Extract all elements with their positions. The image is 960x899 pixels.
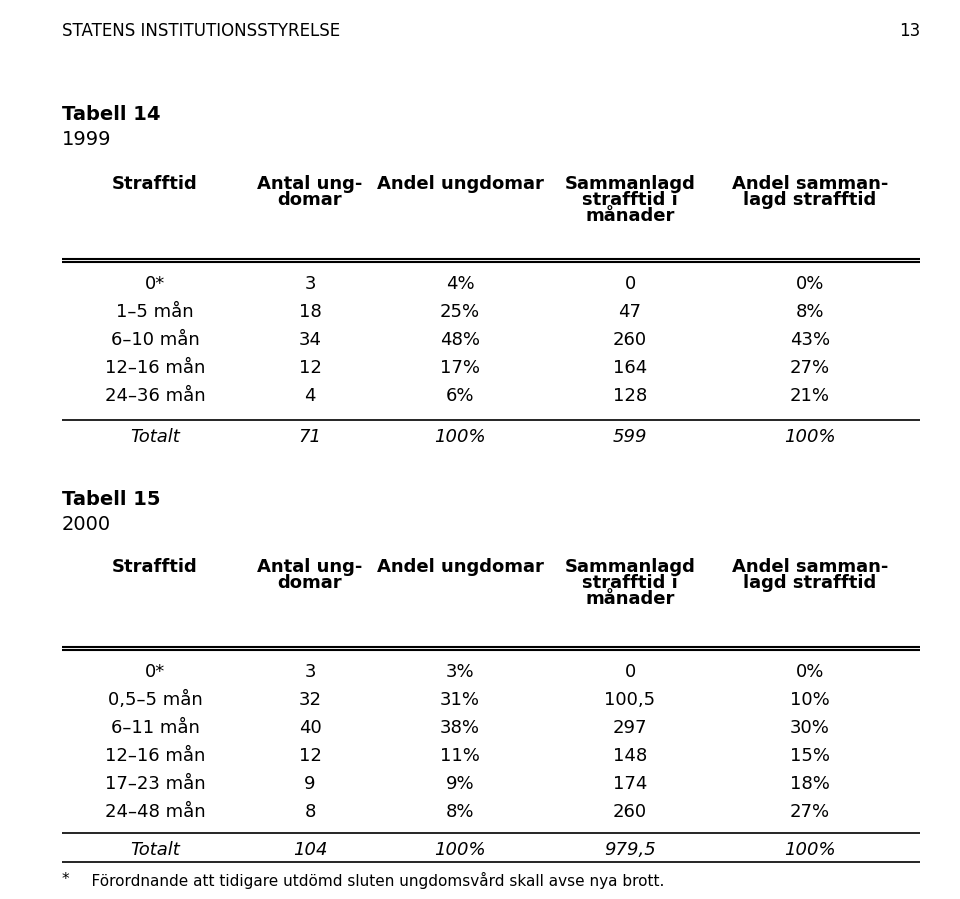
Text: 100%: 100% xyxy=(434,428,486,446)
Text: 100%: 100% xyxy=(434,841,486,859)
Text: 9: 9 xyxy=(304,775,316,793)
Text: 24–36 mån: 24–36 mån xyxy=(105,387,205,405)
Text: 9%: 9% xyxy=(445,775,474,793)
Text: Totalt: Totalt xyxy=(131,428,180,446)
Text: lagd strafftid: lagd strafftid xyxy=(743,574,876,592)
Text: 164: 164 xyxy=(612,359,647,377)
Text: 24–48 mån: 24–48 mån xyxy=(105,803,205,821)
Text: Totalt: Totalt xyxy=(131,841,180,859)
Text: 13: 13 xyxy=(899,22,920,40)
Text: 11%: 11% xyxy=(440,747,480,765)
Text: strafftid i: strafftid i xyxy=(582,191,678,209)
Text: 21%: 21% xyxy=(790,387,830,405)
Text: Andel samman-: Andel samman- xyxy=(732,558,888,576)
Text: 6–10 mån: 6–10 mån xyxy=(110,331,200,349)
Text: Antal ung-: Antal ung- xyxy=(257,558,363,576)
Text: 0%: 0% xyxy=(796,663,825,681)
Text: domar: domar xyxy=(277,191,343,209)
Text: 40: 40 xyxy=(299,719,322,737)
Text: Tabell 15: Tabell 15 xyxy=(62,490,160,509)
Text: 0*: 0* xyxy=(145,663,165,681)
Text: 8%: 8% xyxy=(445,803,474,821)
Text: 18: 18 xyxy=(299,303,322,321)
Text: 1999: 1999 xyxy=(62,130,111,149)
Text: 2000: 2000 xyxy=(62,515,111,534)
Text: 43%: 43% xyxy=(790,331,830,349)
Text: 1–5 mån: 1–5 mån xyxy=(116,303,194,321)
Text: 100%: 100% xyxy=(784,428,836,446)
Text: 17%: 17% xyxy=(440,359,480,377)
Text: Andel ungdomar: Andel ungdomar xyxy=(376,558,543,576)
Text: 18%: 18% xyxy=(790,775,830,793)
Text: 3%: 3% xyxy=(445,663,474,681)
Text: 25%: 25% xyxy=(440,303,480,321)
Text: 8%: 8% xyxy=(796,303,825,321)
Text: 297: 297 xyxy=(612,719,647,737)
Text: strafftid i: strafftid i xyxy=(582,574,678,592)
Text: 100,5: 100,5 xyxy=(605,691,656,709)
Text: 260: 260 xyxy=(612,331,647,349)
Text: 12–16 mån: 12–16 mån xyxy=(105,747,205,765)
Text: 260: 260 xyxy=(612,803,647,821)
Text: 10%: 10% xyxy=(790,691,829,709)
Text: 32: 32 xyxy=(299,691,322,709)
Text: 27%: 27% xyxy=(790,803,830,821)
Text: 6%: 6% xyxy=(445,387,474,405)
Text: 599: 599 xyxy=(612,428,647,446)
Text: 979,5: 979,5 xyxy=(604,841,656,859)
Text: Strafftid: Strafftid xyxy=(112,175,198,193)
Text: 104: 104 xyxy=(293,841,327,859)
Text: 100%: 100% xyxy=(784,841,836,859)
Text: 4: 4 xyxy=(304,387,316,405)
Text: 0%: 0% xyxy=(796,275,825,293)
Text: 3: 3 xyxy=(304,275,316,293)
Text: månader: månader xyxy=(586,207,675,225)
Text: Andel samman-: Andel samman- xyxy=(732,175,888,193)
Text: 8: 8 xyxy=(304,803,316,821)
Text: Strafftid: Strafftid xyxy=(112,558,198,576)
Text: 3: 3 xyxy=(304,663,316,681)
Text: 6–11 mån: 6–11 mån xyxy=(110,719,200,737)
Text: lagd strafftid: lagd strafftid xyxy=(743,191,876,209)
Text: 48%: 48% xyxy=(440,331,480,349)
Text: 31%: 31% xyxy=(440,691,480,709)
Text: STATENS INSTITUTIONSSTYRELSE: STATENS INSTITUTIONSSTYRELSE xyxy=(62,22,340,40)
Text: 38%: 38% xyxy=(440,719,480,737)
Text: 27%: 27% xyxy=(790,359,830,377)
Text: 174: 174 xyxy=(612,775,647,793)
Text: 71: 71 xyxy=(299,428,322,446)
Text: 0,5–5 mån: 0,5–5 mån xyxy=(108,691,203,709)
Text: Sammanlagd: Sammanlagd xyxy=(564,175,695,193)
Text: 148: 148 xyxy=(612,747,647,765)
Text: 0*: 0* xyxy=(145,275,165,293)
Text: Tabell 14: Tabell 14 xyxy=(62,105,160,124)
Text: 0: 0 xyxy=(624,663,636,681)
Text: Antal ung-: Antal ung- xyxy=(257,175,363,193)
Text: domar: domar xyxy=(277,574,343,592)
Text: 128: 128 xyxy=(612,387,647,405)
Text: 15%: 15% xyxy=(790,747,830,765)
Text: 47: 47 xyxy=(618,303,641,321)
Text: 0: 0 xyxy=(624,275,636,293)
Text: 30%: 30% xyxy=(790,719,830,737)
Text: 34: 34 xyxy=(299,331,322,349)
Text: 4%: 4% xyxy=(445,275,474,293)
Text: Förordnande att tidigare utdömd sluten ungdomsvård skall avse nya brott.: Förordnande att tidigare utdömd sluten u… xyxy=(72,872,664,889)
Text: 12: 12 xyxy=(299,359,322,377)
Text: 12: 12 xyxy=(299,747,322,765)
Text: 12–16 mån: 12–16 mån xyxy=(105,359,205,377)
Text: Andel ungdomar: Andel ungdomar xyxy=(376,175,543,193)
Text: 17–23 mån: 17–23 mån xyxy=(105,775,205,793)
Text: Sammanlagd: Sammanlagd xyxy=(564,558,695,576)
Text: *: * xyxy=(62,872,70,887)
Text: månader: månader xyxy=(586,590,675,608)
